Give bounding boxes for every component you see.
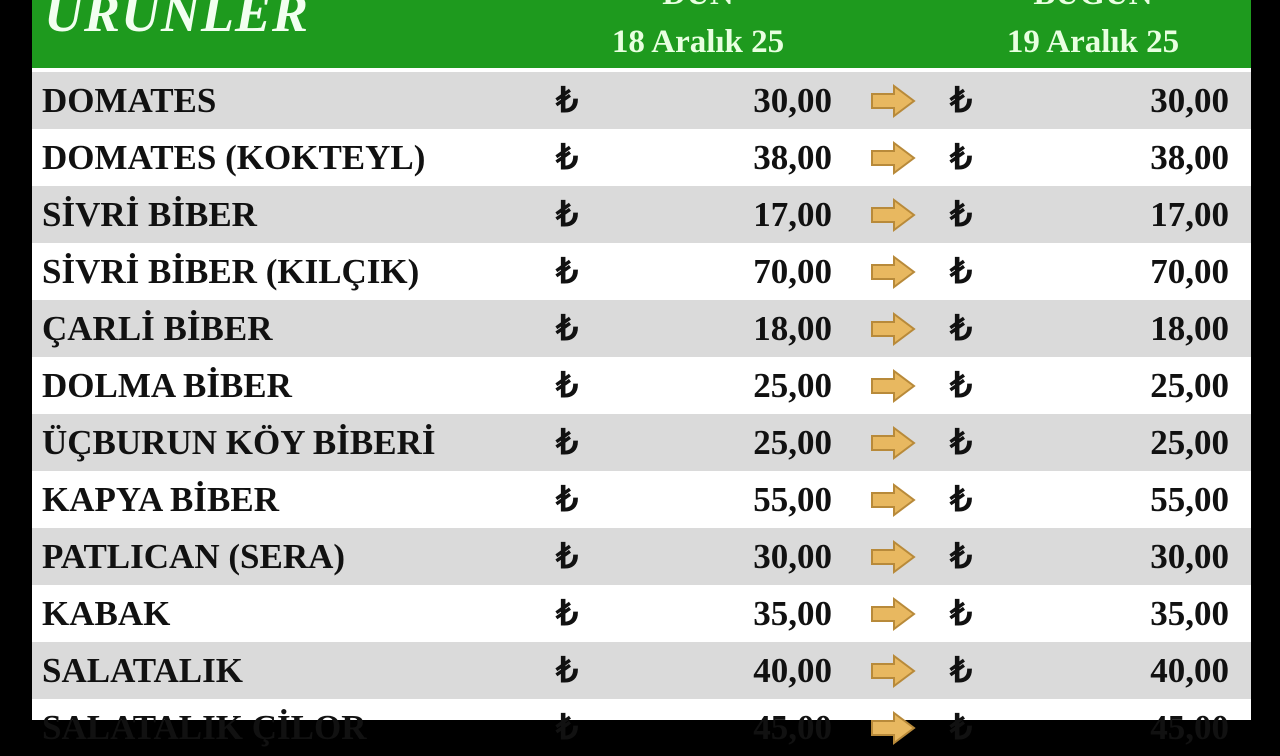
today-price: 30,00 [1150, 81, 1229, 120]
yesterday-price: 38,00 [753, 138, 832, 177]
arrow-right-icon [871, 540, 916, 574]
yesterday-price: 18,00 [753, 309, 832, 348]
currency-symbol: ₺ [556, 708, 579, 747]
arrow-right-icon [871, 141, 916, 175]
currency-symbol: ₺ [556, 366, 579, 405]
today-price: 17,00 [1150, 195, 1229, 234]
table-row: ÜÇBURUN KÖY BİBERİ ₺ 25,00 ₺ 25,00 [32, 414, 1251, 471]
today-price: 55,00 [1150, 480, 1229, 519]
currency-symbol: ₺ [950, 195, 973, 234]
table-row: KABAK ₺ 35,00 ₺ 35,00 [32, 585, 1251, 642]
currency-symbol: ₺ [950, 537, 973, 576]
table-row: DOMATES (KOKTEYL) ₺ 38,00 ₺ 38,00 [32, 129, 1251, 186]
yesterday-price: 30,00 [753, 81, 832, 120]
arrow-right-icon [871, 198, 916, 232]
today-label: BUGÜN [943, 0, 1243, 13]
table-row: SİVRİ BİBER (KILÇIK) ₺ 70,00 ₺ 70,00 [32, 243, 1251, 300]
currency-symbol: ₺ [950, 423, 973, 462]
yesterday-price: 70,00 [753, 252, 832, 291]
today-price: 30,00 [1150, 537, 1229, 576]
yesterday-price: 40,00 [753, 651, 832, 690]
today-price: 35,00 [1150, 594, 1229, 633]
currency-symbol: ₺ [556, 138, 579, 177]
product-name: SİVRİ BİBER (KILÇIK) [42, 252, 420, 291]
table-header: ÜRÜNLER DÜN 18 Aralık 25 BUGÜN 19 Aralık… [32, 0, 1251, 68]
arrow-right-icon [871, 483, 916, 517]
yesterday-price: 35,00 [753, 594, 832, 633]
products-heading: ÜRÜNLER [44, 0, 310, 43]
currency-symbol: ₺ [950, 651, 973, 690]
currency-symbol: ₺ [950, 708, 973, 747]
currency-symbol: ₺ [556, 651, 579, 690]
today-price: 40,00 [1150, 651, 1229, 690]
arrow-right-icon [871, 312, 916, 346]
product-name: ÇARLİ BİBER [42, 309, 273, 348]
price-table: ÜRÜNLER DÜN 18 Aralık 25 BUGÜN 19 Aralık… [32, 0, 1251, 747]
product-name: DOMATES (KOKTEYL) [42, 138, 426, 177]
currency-symbol: ₺ [556, 594, 579, 633]
table-row: KAPYA BİBER ₺ 55,00 ₺ 55,00 [32, 471, 1251, 528]
product-name: SALATALIK ÇİLOR [42, 708, 367, 747]
yesterday-price: 55,00 [753, 480, 832, 519]
product-name: KAPYA BİBER [42, 480, 279, 519]
product-name: SİVRİ BİBER [42, 195, 257, 234]
today-price: 25,00 [1150, 366, 1229, 405]
today-price: 45,00 [1150, 708, 1229, 747]
arrow-right-icon [871, 711, 916, 745]
product-name: DOLMA BİBER [42, 366, 292, 405]
product-name: KABAK [42, 594, 171, 633]
yesterday-price: 17,00 [753, 195, 832, 234]
currency-symbol: ₺ [950, 594, 973, 633]
currency-symbol: ₺ [556, 81, 579, 120]
today-price: 25,00 [1150, 423, 1229, 462]
table-row: DOLMA BİBER ₺ 25,00 ₺ 25,00 [32, 357, 1251, 414]
product-name: SALATALIK [42, 651, 243, 690]
table-row: SALATALIK ₺ 40,00 ₺ 40,00 [32, 642, 1251, 699]
currency-symbol: ₺ [950, 309, 973, 348]
today-price: 18,00 [1150, 309, 1229, 348]
arrow-right-icon [871, 597, 916, 631]
currency-symbol: ₺ [556, 195, 579, 234]
table-row: DOMATES ₺ 30,00 ₺ 30,00 [32, 72, 1251, 129]
currency-symbol: ₺ [556, 480, 579, 519]
currency-symbol: ₺ [950, 480, 973, 519]
arrow-right-icon [871, 426, 916, 460]
product-name: DOMATES [42, 81, 217, 120]
currency-symbol: ₺ [950, 138, 973, 177]
yesterday-label: DÜN [548, 0, 848, 13]
arrow-right-icon [871, 255, 916, 289]
product-name: PATLICAN (SERA) [42, 537, 346, 576]
today-price: 70,00 [1150, 252, 1229, 291]
currency-symbol: ₺ [950, 366, 973, 405]
today-date: 19 Aralık 25 [1006, 24, 1180, 60]
table-row: SİVRİ BİBER ₺ 17,00 ₺ 17,00 [32, 186, 1251, 243]
table-row: SALATALIK ÇİLOR ₺ 45,00 ₺ 45,00 [32, 699, 1251, 756]
yesterday-price: 30,00 [753, 537, 832, 576]
table-row: ÇARLİ BİBER ₺ 18,00 ₺ 18,00 [32, 300, 1251, 357]
today-price: 38,00 [1150, 138, 1229, 177]
currency-symbol: ₺ [556, 537, 579, 576]
arrow-right-icon [871, 369, 916, 403]
currency-symbol: ₺ [556, 423, 579, 462]
yesterday-price: 25,00 [753, 366, 832, 405]
yesterday-price: 25,00 [753, 423, 832, 462]
yesterday-date: 18 Aralık 25 [611, 24, 785, 60]
currency-symbol: ₺ [950, 81, 973, 120]
currency-symbol: ₺ [556, 309, 579, 348]
yesterday-price: 45,00 [753, 708, 832, 747]
product-name: ÜÇBURUN KÖY BİBERİ [42, 423, 436, 462]
currency-symbol: ₺ [950, 252, 973, 291]
arrow-right-icon [871, 654, 916, 688]
table-row: PATLICAN (SERA) ₺ 30,00 ₺ 30,00 [32, 528, 1251, 585]
arrow-right-icon [871, 84, 916, 118]
currency-symbol: ₺ [556, 252, 579, 291]
